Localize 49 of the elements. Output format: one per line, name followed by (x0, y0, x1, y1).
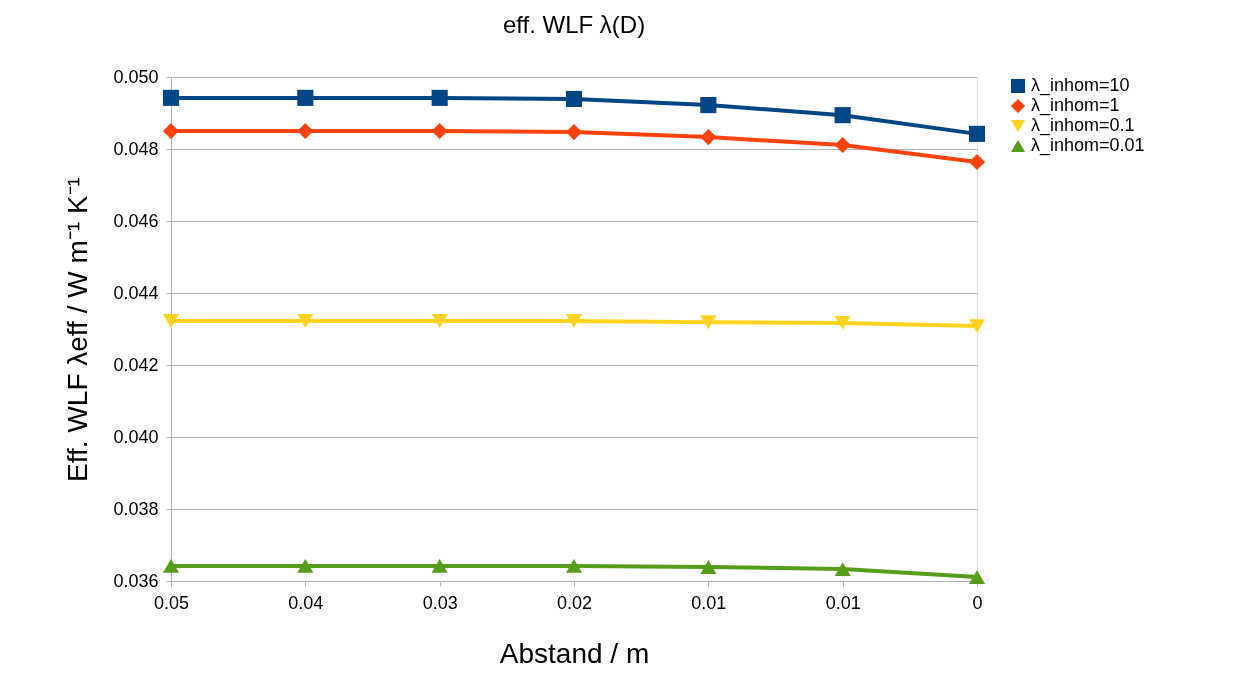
x-tick-label: 0.05 (153, 592, 190, 613)
point (162, 558, 180, 573)
legend-label: λ_inhom=0.1 (1031, 115, 1135, 136)
y-tick-label: 0.046 (113, 210, 159, 231)
point (297, 89, 314, 106)
y-tick-label: 0.040 (113, 426, 159, 447)
point (968, 153, 986, 171)
point (565, 90, 583, 108)
point (162, 314, 180, 329)
point (565, 558, 583, 573)
point (565, 124, 583, 141)
point (700, 559, 717, 574)
point (968, 319, 986, 334)
y-axis-title: Eff. WLF λeff / W m⁻¹ K⁻¹ (62, 177, 94, 482)
point (431, 558, 448, 573)
x-tick-label: 0.04 (288, 592, 324, 613)
x-tick-label: 0.01 (825, 592, 861, 613)
x-tick-label: 0 (972, 592, 983, 613)
point (834, 315, 851, 330)
point (297, 558, 314, 573)
chart-title: eff. WLF λ(D) (502, 11, 646, 38)
x-axis-title: Abstand / m (499, 637, 650, 669)
point (297, 314, 314, 329)
point (700, 315, 717, 330)
y-tick-label: 0.050 (113, 66, 159, 87)
point (162, 89, 180, 106)
point (834, 107, 851, 124)
legend-label: λ_inhom=0.01 (1031, 135, 1145, 156)
point (700, 129, 717, 146)
y-tick-label: 0.044 (113, 282, 159, 303)
point (297, 122, 314, 140)
x-tick-label: 0.03 (422, 592, 458, 613)
point (834, 562, 851, 577)
legend-label: λ_inhom=1 (1031, 95, 1120, 116)
point (431, 122, 448, 140)
point (968, 570, 986, 585)
y-tick-label: 0.042 (113, 354, 159, 375)
point (431, 89, 448, 106)
point (431, 314, 448, 329)
point (700, 97, 717, 114)
x-tick-label: 0.02 (556, 592, 593, 613)
y-tick-label: 0.038 (113, 498, 159, 519)
point (834, 136, 851, 154)
legend-label: λ_inhom=10 (1031, 75, 1130, 96)
point (968, 125, 986, 142)
point (565, 314, 583, 329)
x-tick-label: 0.01 (691, 592, 727, 613)
y-tick-label: 0.036 (113, 570, 159, 591)
y-tick-label: 0.048 (113, 138, 159, 159)
